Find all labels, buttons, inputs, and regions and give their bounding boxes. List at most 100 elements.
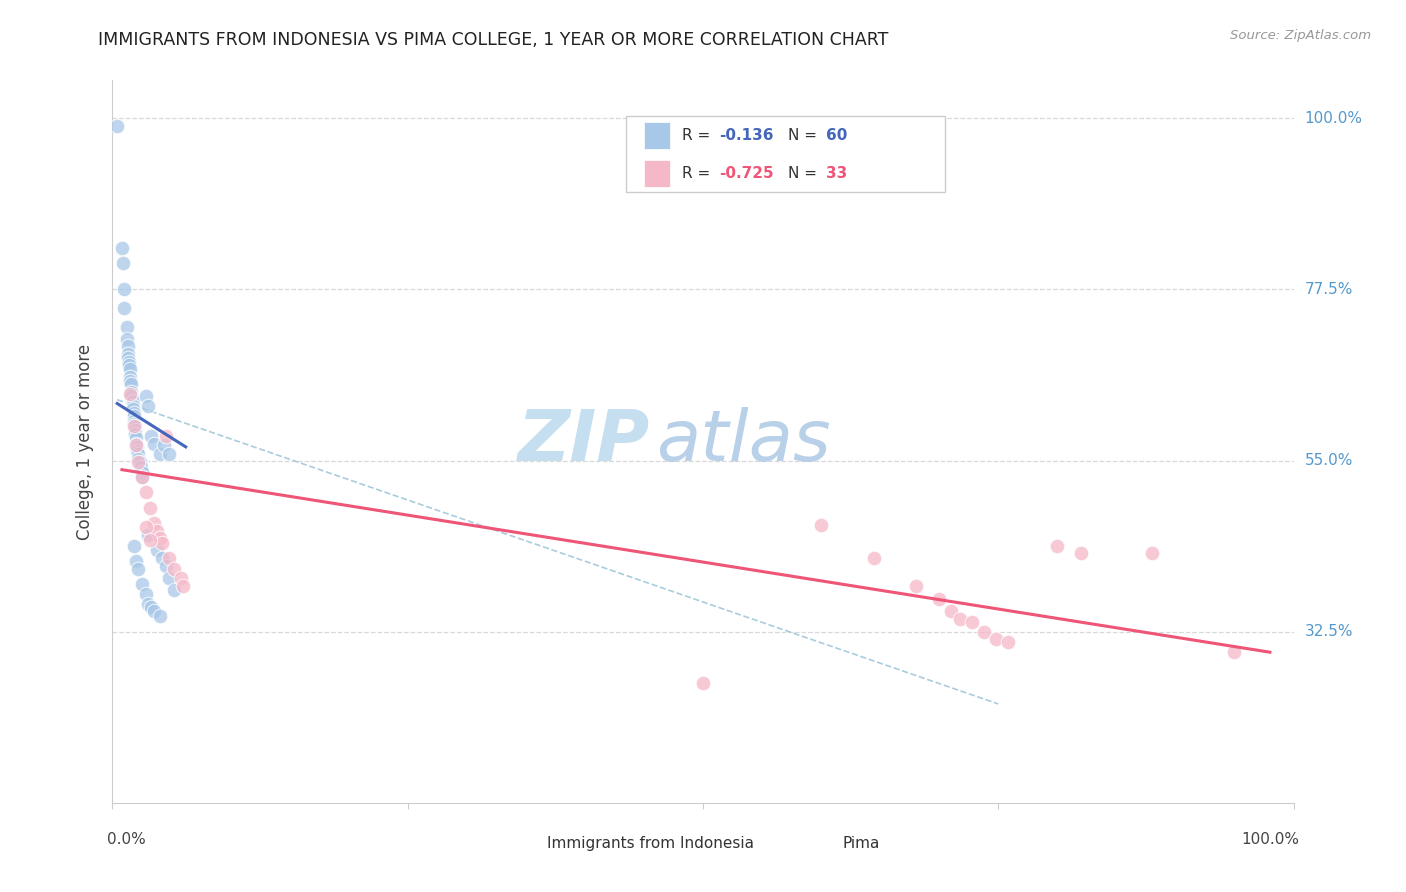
Point (997, 634, 1019, 648)
Text: R =: R = (682, 128, 714, 143)
Point (122, 414, 145, 428)
Point (120, 370, 142, 384)
Point (117, 351, 139, 365)
Point (127, 561, 149, 575)
Point (904, 579, 927, 593)
Text: Source: ZipAtlas.com: Source: ZipAtlas.com (1230, 29, 1371, 42)
Point (112, 282, 135, 296)
FancyBboxPatch shape (626, 117, 945, 193)
Text: 0.0%: 0.0% (107, 831, 145, 847)
Point (928, 591, 950, 606)
Point (124, 419, 146, 434)
Point (125, 437, 148, 451)
Point (163, 582, 186, 597)
Point (120, 377, 142, 392)
Point (122, 406, 145, 420)
Point (984, 632, 1007, 647)
Point (115, 320, 138, 334)
Point (118, 359, 141, 373)
Text: N =: N = (787, 166, 823, 181)
Text: 100.0%: 100.0% (1305, 111, 1362, 126)
Point (115, 332, 138, 346)
Point (124, 426, 146, 441)
Point (136, 597, 159, 611)
Point (117, 347, 139, 361)
Point (127, 455, 149, 469)
Point (125, 438, 148, 452)
Point (131, 470, 153, 484)
Point (120, 386, 142, 401)
Point (122, 417, 145, 431)
Text: 100.0%: 100.0% (1241, 831, 1299, 847)
Text: 55.0%: 55.0% (1305, 453, 1353, 468)
Point (157, 447, 180, 461)
Point (128, 455, 150, 469)
Point (1140, 546, 1163, 560)
Point (150, 550, 173, 565)
Point (973, 624, 995, 639)
Point (863, 550, 886, 565)
Point (121, 394, 143, 409)
Point (139, 500, 162, 515)
Text: IMMIGRANTS FROM INDONESIA VS PIMA COLLEGE, 1 YEAR OR MORE CORRELATION CHART: IMMIGRANTS FROM INDONESIA VS PIMA COLLEG… (98, 31, 889, 49)
Point (142, 437, 165, 451)
Point (136, 528, 159, 542)
Point (120, 362, 142, 376)
Point (127, 447, 149, 461)
Point (129, 459, 152, 474)
Point (149, 609, 172, 624)
Point (1046, 539, 1069, 553)
Text: -0.136: -0.136 (720, 128, 775, 143)
Point (142, 516, 165, 530)
Text: 33: 33 (825, 166, 846, 181)
Point (127, 440, 149, 454)
Point (157, 550, 180, 565)
Point (692, 675, 714, 690)
Point (105, 119, 128, 133)
Point (120, 374, 142, 388)
Point (142, 604, 165, 618)
Text: atlas: atlas (655, 407, 831, 476)
Point (1223, 645, 1246, 659)
Point (139, 533, 162, 548)
Text: 32.5%: 32.5% (1305, 624, 1353, 640)
Point (124, 423, 146, 437)
Point (131, 576, 153, 591)
Point (939, 604, 962, 618)
Point (170, 571, 193, 585)
FancyBboxPatch shape (644, 121, 669, 149)
Point (111, 241, 134, 255)
Text: Pima: Pima (842, 837, 880, 852)
Point (131, 465, 153, 479)
Text: -0.725: -0.725 (720, 166, 775, 181)
Point (135, 389, 157, 403)
Point (172, 579, 194, 593)
Point (149, 531, 172, 545)
Point (135, 485, 157, 500)
Text: 60: 60 (825, 128, 848, 143)
Text: ZIP: ZIP (517, 407, 650, 476)
FancyBboxPatch shape (515, 832, 540, 855)
Point (120, 389, 142, 403)
Point (120, 385, 142, 400)
Point (810, 518, 832, 533)
Point (149, 447, 172, 461)
Point (1070, 546, 1092, 560)
Point (141, 429, 163, 443)
Text: 77.5%: 77.5% (1305, 282, 1353, 297)
Point (153, 438, 176, 452)
Point (122, 419, 145, 434)
Point (157, 571, 180, 585)
Text: N =: N = (787, 128, 823, 143)
Point (135, 587, 157, 601)
Point (962, 615, 984, 629)
Point (136, 399, 159, 413)
Point (150, 535, 173, 549)
Point (117, 339, 139, 353)
Point (131, 470, 153, 484)
Point (146, 524, 169, 538)
Point (125, 431, 148, 445)
Y-axis label: College, 1 year or more: College, 1 year or more (76, 343, 94, 540)
Point (135, 520, 157, 534)
Point (949, 612, 972, 626)
